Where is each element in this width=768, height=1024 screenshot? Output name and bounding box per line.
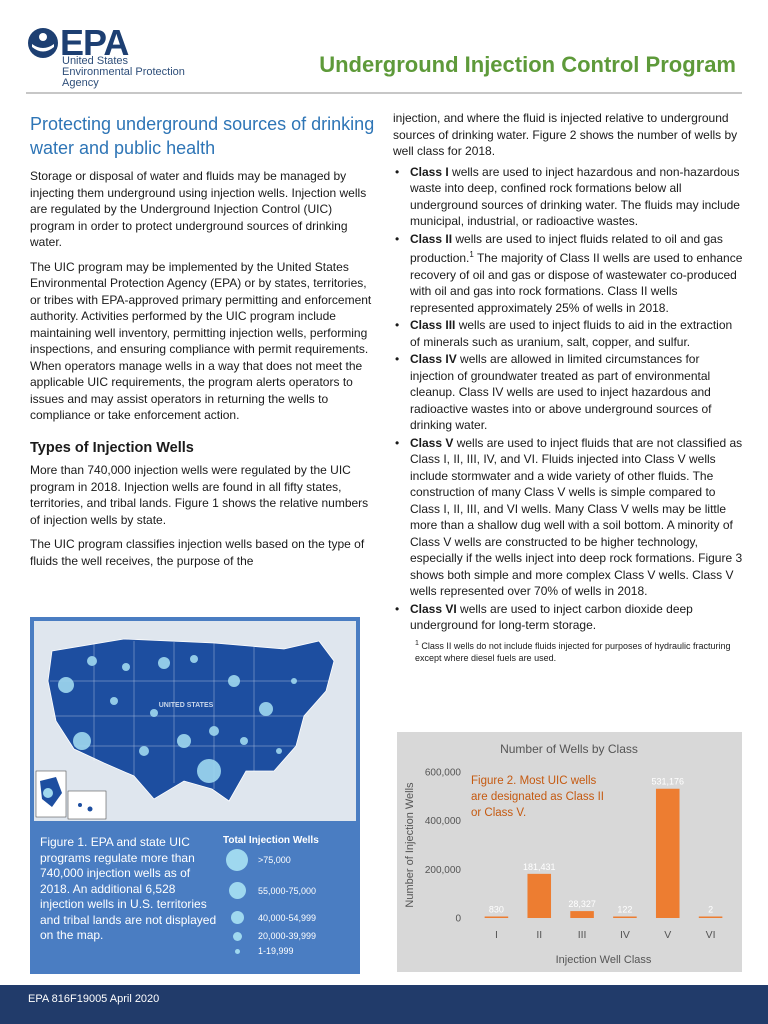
chart-bar — [570, 911, 594, 918]
list-item: Class IV wells are allowed in limited ci… — [393, 351, 743, 434]
y-tick-label: 600,000 — [425, 768, 462, 779]
footer-bar: EPA 816F19005 April 2020 — [0, 985, 768, 1024]
chart-bar — [655, 788, 680, 918]
legend-title: Total Injection Wells — [223, 835, 319, 846]
footer-doc-id: EPA 816F19005 April 2020 — [28, 993, 160, 1005]
us-map: UNITED STATES — [34, 621, 356, 821]
logo-wordmark: EPA — [60, 22, 129, 63]
logo-agency-name: United States Environmental Protection A… — [62, 55, 185, 89]
list-item: Class V wells are used to inject fluids … — [393, 435, 743, 600]
y-tick-label: 0 — [455, 914, 461, 925]
epa-flower-icon — [28, 28, 58, 58]
legend-label: 1-19,999 — [258, 946, 294, 956]
figure-1-map: UNITED STATES Figure 1. EPA and state UI… — [30, 617, 360, 974]
x-tick-label: VI — [706, 929, 716, 941]
chart-annotation: Figure 2. Most UIC wells are designated a… — [471, 775, 604, 819]
right-column: injection, and where the fluid is inject… — [393, 110, 743, 664]
intro-paragraph: Storage or disposal of water and fluids … — [30, 169, 367, 249]
data-label: 531,176 — [651, 777, 684, 787]
x-tick-label: IV — [620, 929, 630, 941]
list-item: Class VI wells are used to inject carbon… — [393, 601, 743, 634]
bar-chart: Number of Wells by Class 0 200,000 400,000 6… — [404, 742, 723, 966]
program-paragraph: The UIC program may be implemented by th… — [30, 259, 372, 423]
legend-dot — [229, 882, 246, 899]
y-tick-label: 400,000 — [425, 816, 462, 827]
data-label: 122 — [617, 905, 632, 915]
header-divider — [26, 92, 742, 94]
y-axis-label: Number of Injection Wells — [404, 782, 416, 908]
legend-dot — [231, 911, 244, 924]
legend-label: 40,000-54,999 — [258, 913, 317, 923]
legend-label: >75,000 — [258, 855, 291, 865]
chart-title: Number of Wells by Class — [500, 742, 638, 756]
chart-bar — [484, 916, 509, 918]
footnote: 1 Class II wells do not include fluids i… — [415, 639, 731, 663]
data-label: 830 — [489, 905, 504, 915]
list-item: Class I wells are used to inject hazardo… — [393, 164, 743, 230]
figure-2-chart: Number of Wells by Class 0 200,000 400,000 6… — [397, 732, 742, 972]
left-column: Protecting underground sources of drinki… — [30, 112, 380, 577]
y-tick-label: 200,000 — [425, 865, 462, 876]
continued-paragraph: injection, and where the fluid is inject… — [393, 111, 738, 158]
document-title: Underground Injection Control Program — [319, 52, 736, 77]
x-axis-label: Injection Well Class — [556, 954, 652, 966]
legend-dot — [235, 949, 240, 954]
epa-logo: EPA United States Environmental Protecti… — [26, 22, 216, 102]
data-label: 28,327 — [568, 899, 596, 909]
legend-dot — [233, 932, 242, 941]
well-class-list: Class I wells are used to inject hazardo… — [393, 164, 743, 634]
chart-bar — [613, 916, 637, 918]
section-heading-types: Types of Injection Wells — [30, 439, 194, 456]
chart-bar — [527, 873, 552, 918]
x-tick-label: V — [664, 929, 671, 941]
data-label: 2 — [708, 905, 713, 915]
types-paragraph: More than 740,000 injection wells were r… — [30, 463, 369, 527]
list-item: Class III wells are used to inject fluid… — [393, 317, 743, 350]
figure-1-caption: Figure 1. EPA and state UIC programs reg… — [40, 835, 217, 942]
map-country-label: UNITED STATES — [159, 702, 214, 709]
legend-label: 55,000-75,000 — [258, 886, 317, 896]
list-item: Class II wells are used to inject fluids… — [393, 231, 743, 317]
classify-paragraph: The UIC program classifies injection wel… — [30, 537, 365, 568]
legend-dot — [226, 849, 248, 871]
legend-label: 20,000-39,999 — [258, 931, 317, 941]
chart-bar — [698, 916, 723, 918]
subtitle: Protecting underground sources of drinki… — [30, 114, 375, 158]
x-tick-label: I — [495, 929, 498, 941]
data-label: 181,431 — [523, 862, 556, 872]
x-tick-label: III — [578, 929, 587, 941]
x-tick-label: II — [536, 929, 542, 941]
